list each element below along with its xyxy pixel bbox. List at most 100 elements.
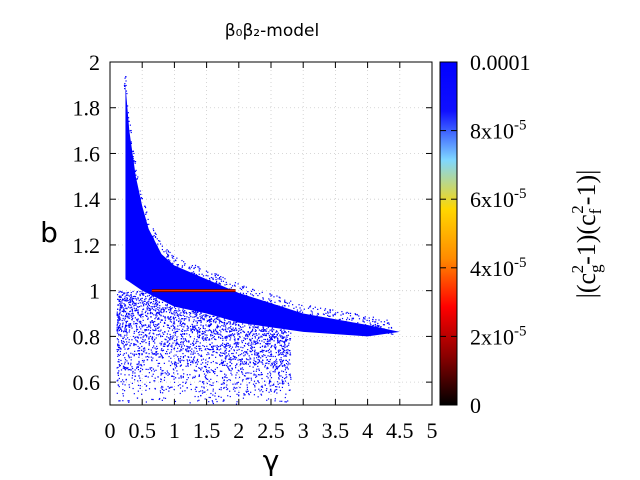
data-point [186, 272, 188, 275]
data-point [225, 345, 227, 347]
data-point [180, 333, 182, 335]
data-point [204, 349, 206, 351]
data-point [172, 262, 174, 264]
data-point [175, 268, 177, 271]
data-point [148, 223, 150, 225]
data-point [192, 340, 195, 342]
data-point [230, 348, 232, 350]
data-point [212, 329, 215, 331]
data-point [288, 359, 291, 361]
data-point [221, 370, 223, 372]
data-point [228, 353, 230, 355]
data-point [119, 400, 121, 402]
data-point [279, 349, 282, 351]
data-point [168, 318, 170, 320]
data-point [362, 319, 364, 321]
data-point [240, 331, 242, 334]
data-point [226, 365, 228, 367]
data-point [136, 309, 138, 311]
data-point [264, 329, 266, 331]
data-point [135, 344, 137, 346]
data-point [247, 334, 249, 336]
data-point [234, 390, 236, 392]
data-point [134, 296, 137, 298]
data-point [277, 307, 279, 309]
data-point [203, 345, 206, 348]
data-point [189, 346, 191, 348]
data-point [207, 378, 209, 380]
data-point [136, 326, 138, 328]
data-point [236, 321, 238, 324]
data-point [130, 129, 132, 132]
data-point [181, 310, 184, 312]
data-point [209, 324, 212, 327]
data-point [128, 295, 130, 297]
data-point [281, 376, 284, 379]
data-point [154, 236, 157, 238]
data-point [309, 306, 311, 308]
y-tick-label: 1.6 [73, 141, 101, 166]
y-tick-label: 0.8 [73, 324, 101, 349]
data-point [277, 366, 279, 368]
data-point [118, 313, 120, 315]
data-point [219, 282, 221, 285]
data-point [133, 160, 135, 162]
data-point [120, 373, 122, 375]
data-point [157, 362, 159, 365]
data-point [274, 368, 277, 370]
data-point [154, 318, 156, 320]
data-point [155, 308, 157, 310]
data-point [125, 307, 127, 309]
data-point [256, 368, 258, 370]
data-point [165, 339, 167, 341]
data-point [222, 342, 224, 344]
data-point [145, 213, 147, 215]
data-point [332, 314, 334, 316]
data-point [134, 310, 136, 312]
data-point [163, 251, 165, 253]
data-point [149, 309, 151, 311]
data-point [151, 353, 153, 355]
data-point [127, 294, 129, 296]
data-point [354, 322, 356, 325]
data-point [262, 297, 264, 299]
data-point [182, 308, 184, 310]
data-point [142, 308, 144, 311]
data-point [245, 335, 247, 337]
data-point [139, 299, 142, 301]
data-point [204, 348, 207, 350]
data-point [205, 274, 207, 277]
data-point [241, 349, 243, 352]
data-point [257, 355, 259, 357]
data-point [142, 313, 144, 315]
data-point [238, 370, 240, 372]
data-point [244, 325, 246, 327]
data-point [128, 357, 130, 359]
data-point [383, 330, 385, 332]
data-point [193, 344, 195, 346]
data-point [155, 329, 157, 331]
data-point [126, 315, 128, 317]
data-point [130, 142, 133, 145]
data-point [136, 353, 138, 355]
data-points [116, 76, 400, 405]
data-point [223, 387, 225, 389]
data-point [331, 320, 333, 322]
data-point [246, 372, 248, 374]
data-point [250, 343, 252, 345]
data-point [240, 346, 242, 348]
data-point [180, 346, 183, 348]
data-point [334, 314, 336, 316]
data-point [127, 117, 130, 119]
data-point [155, 324, 157, 326]
data-point [138, 300, 140, 302]
data-point [267, 377, 269, 379]
data-point [285, 377, 287, 379]
data-point [228, 335, 231, 338]
data-point [151, 320, 153, 322]
data-point [169, 311, 171, 314]
data-point [232, 383, 234, 385]
data-point [135, 309, 137, 312]
data-point [231, 334, 233, 336]
data-point [139, 320, 141, 322]
